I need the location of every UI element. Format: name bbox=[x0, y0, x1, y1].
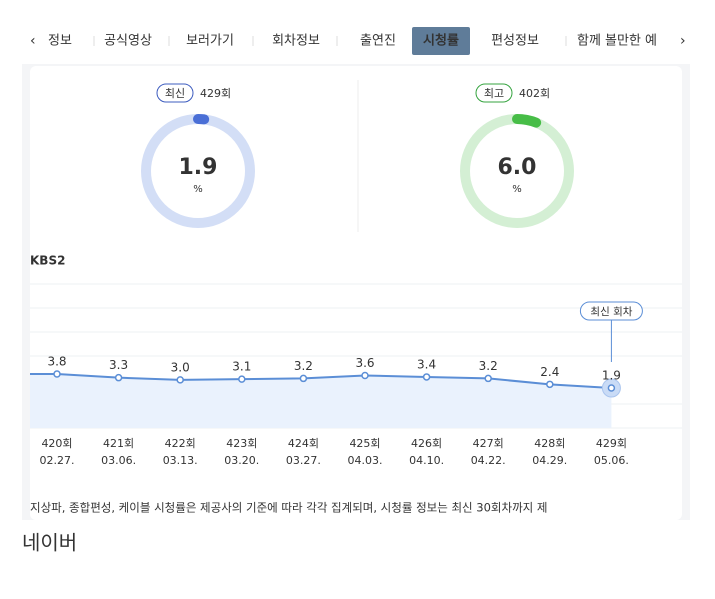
x-tick-date: 04.10. bbox=[409, 454, 444, 467]
badge: 최고 bbox=[484, 87, 504, 100]
tab[interactable]: 편성정보 bbox=[491, 34, 539, 49]
x-tick-label: 422회 bbox=[165, 437, 196, 450]
point bbox=[114, 373, 123, 382]
latest-badge-bg bbox=[579, 301, 643, 321]
value-label: 3.2 bbox=[479, 359, 498, 373]
value-label: 2.4 bbox=[540, 365, 559, 379]
gauge-value: 1.9 bbox=[179, 155, 218, 180]
point bbox=[422, 373, 431, 381]
x-tick-date: 04.03. bbox=[348, 454, 383, 467]
value-label: 3.0 bbox=[171, 360, 190, 374]
x-tick-date: 03.20. bbox=[224, 454, 259, 467]
tab[interactable]: 공식영상 bbox=[104, 34, 152, 49]
latest-badge: 최신 회차 bbox=[590, 306, 632, 318]
x-tick-date: 03.06. bbox=[101, 454, 136, 467]
tab[interactable]: 보러가기 bbox=[186, 34, 234, 49]
tab-active-bg bbox=[412, 27, 470, 55]
value-label: 3.3 bbox=[109, 358, 128, 372]
x-tick-date: 03.13. bbox=[163, 454, 198, 467]
point bbox=[176, 376, 184, 384]
badge-bg bbox=[475, 83, 513, 103]
tab[interactable]: 회차정보 bbox=[272, 34, 320, 49]
tab[interactable]: 시청률 bbox=[423, 33, 459, 49]
point bbox=[238, 375, 246, 383]
episode: 429회 bbox=[200, 87, 231, 100]
point bbox=[361, 371, 369, 380]
value-label: 1.9 bbox=[602, 369, 621, 383]
x-tick-date: 04.29. bbox=[532, 454, 567, 467]
area bbox=[30, 374, 612, 428]
section-label: KBS2 bbox=[30, 254, 65, 268]
point bbox=[53, 370, 61, 378]
gauge-arc bbox=[512, 114, 542, 128]
point bbox=[546, 380, 554, 389]
badge-bg bbox=[156, 83, 194, 103]
badge: 최신 bbox=[165, 87, 185, 100]
value-label: 3.1 bbox=[232, 360, 251, 374]
tab[interactable]: 출연진 bbox=[360, 34, 396, 49]
value-label: 3.6 bbox=[355, 356, 374, 370]
x-tick-label: 427회 bbox=[473, 437, 504, 450]
x-tick-label: 420회 bbox=[41, 437, 72, 450]
value-label: 3.8 bbox=[47, 355, 66, 369]
x-tick-date: 05.06. bbox=[594, 454, 629, 467]
tab[interactable]: 정보 bbox=[48, 34, 72, 49]
point bbox=[484, 374, 492, 383]
gauge-unit: % bbox=[193, 184, 203, 195]
x-tick-label: 425회 bbox=[349, 437, 380, 450]
episode: 402회 bbox=[519, 87, 550, 100]
tab-arrow-left[interactable]: ‹ bbox=[30, 33, 36, 49]
x-tick-date: 04.22. bbox=[471, 454, 506, 467]
line bbox=[56, 373, 612, 389]
x-tick-label: 428회 bbox=[534, 437, 565, 450]
caption: 네이버 bbox=[22, 531, 77, 555]
screenshot: ‹ › KBS2 지상파, 종합편성, 케이블 시청률은 제공사의 기준에 따라… bbox=[22, 18, 690, 520]
x-tick-date: 03.27. bbox=[286, 454, 321, 467]
x-tick-label: 424회 bbox=[288, 437, 319, 450]
x-tick-label: 421회 bbox=[103, 437, 134, 450]
footnote: 지상파, 종합편성, 케이블 시청률은 제공사의 기준에 따라 각각 집계되며,… bbox=[30, 501, 547, 515]
x-tick-date: 02.27. bbox=[40, 454, 75, 467]
panel bbox=[30, 66, 682, 520]
point bbox=[607, 384, 616, 392]
value-label: 3.4 bbox=[417, 357, 436, 371]
tab-arrow-right[interactable]: › bbox=[680, 33, 686, 49]
tab-bar bbox=[22, 18, 690, 64]
point bbox=[299, 374, 308, 383]
gauge-unit: % bbox=[512, 184, 522, 195]
x-tick-label: 426회 bbox=[411, 437, 442, 450]
gauge-value: 6.0 bbox=[498, 155, 537, 180]
x-tick-label: 429회 bbox=[596, 437, 627, 450]
x-tick-label: 423회 bbox=[226, 437, 257, 450]
value-label: 3.2 bbox=[294, 359, 313, 373]
tab[interactable]: 함께 볼만한 예 bbox=[577, 34, 657, 49]
